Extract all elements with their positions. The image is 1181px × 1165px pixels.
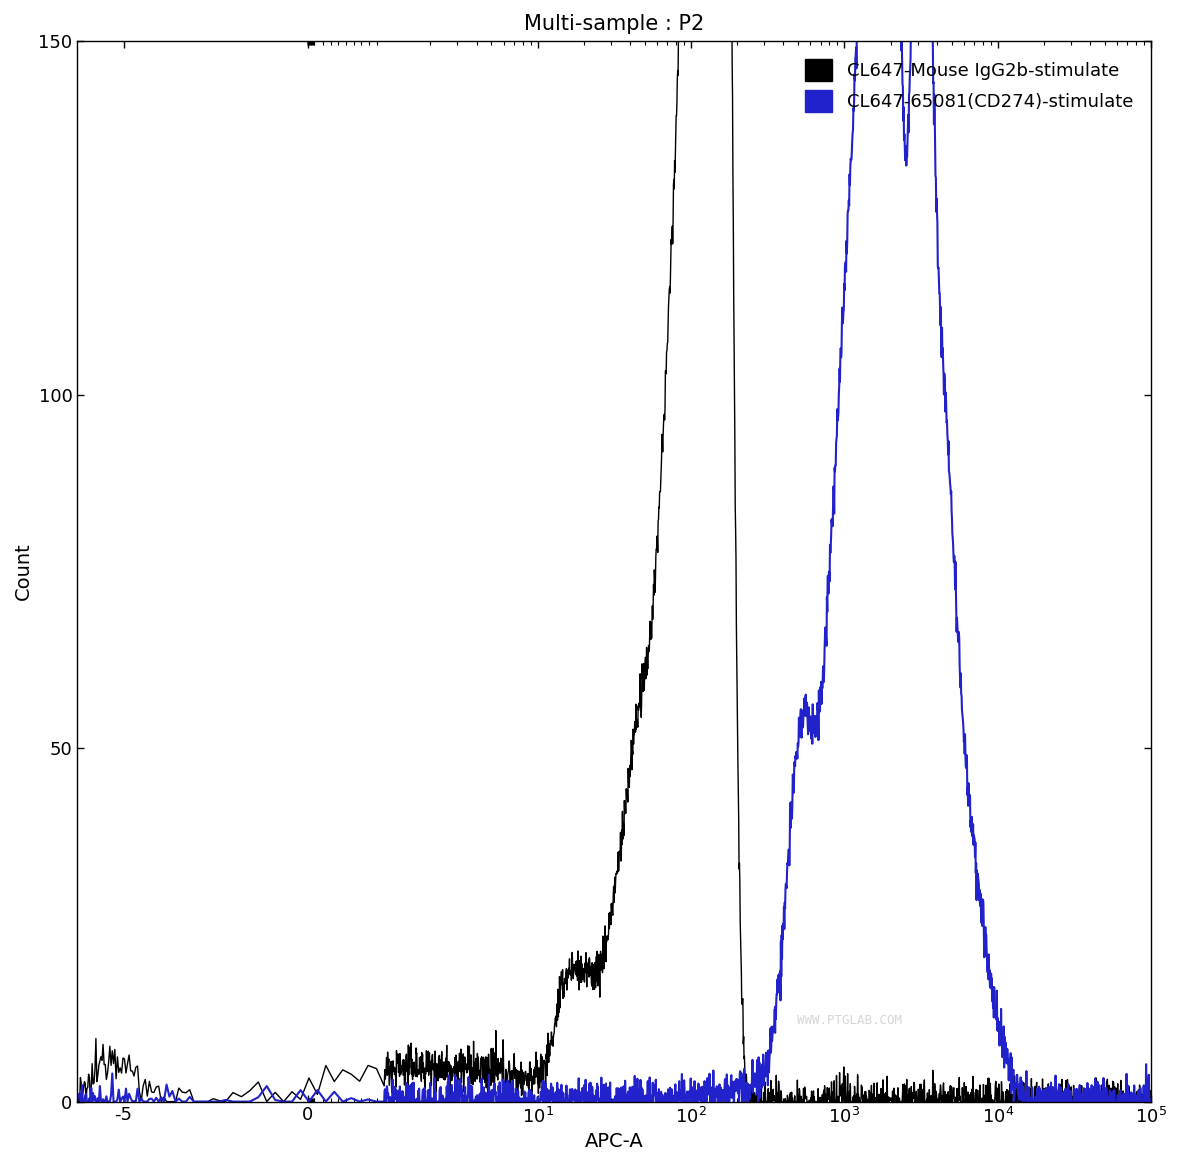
Y-axis label: Count: Count <box>14 543 33 600</box>
Text: WWW.PTGLAB.COM: WWW.PTGLAB.COM <box>797 1015 902 1028</box>
X-axis label: APC-A: APC-A <box>585 1132 644 1151</box>
Title: Multi-sample : P2: Multi-sample : P2 <box>524 14 704 34</box>
Legend: CL647-Mouse IgG2b-stimulate, CL647-65081(CD274)-stimulate: CL647-Mouse IgG2b-stimulate, CL647-65081… <box>796 50 1142 121</box>
